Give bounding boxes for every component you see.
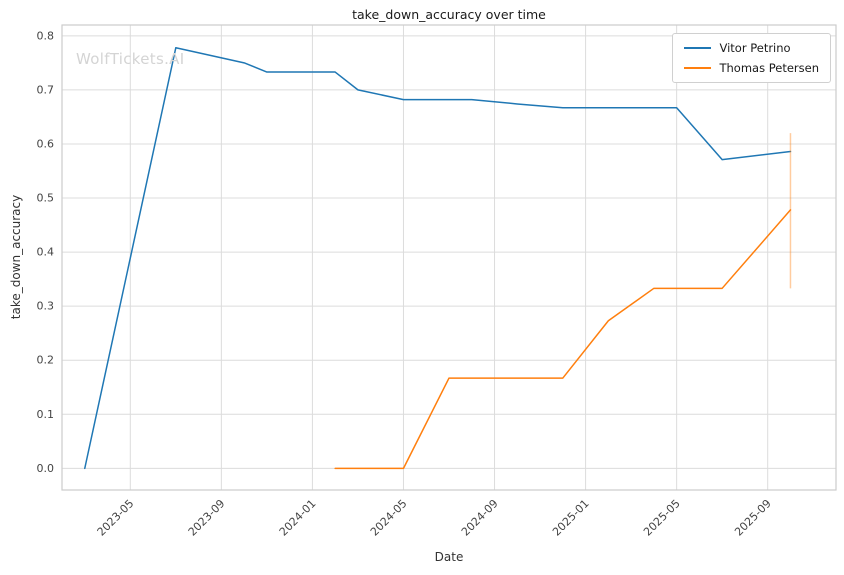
chart-title: take_down_accuracy over time: [352, 7, 546, 22]
x-tick-label: 2025-09: [732, 497, 774, 539]
y-tick-label: 0.1: [37, 408, 55, 421]
y-tick-label: 0.5: [37, 192, 55, 205]
x-tick-label: 2025-01: [550, 497, 592, 539]
y-tick-label: 0.8: [37, 29, 55, 42]
x-tick-label: 2025-05: [641, 497, 683, 539]
y-tick-label: 0.7: [37, 83, 55, 96]
legend-line-swatch: [684, 67, 712, 69]
series-line-thomas-petersen: [334, 209, 792, 470]
y-tick-label: 0.2: [37, 354, 55, 367]
x-tick-label: 2023-05: [95, 497, 137, 539]
y-axis-label: take_down_accuracy: [9, 194, 23, 320]
x-tick-label: 2023-09: [186, 497, 228, 539]
y-tick-label: 0.4: [37, 246, 55, 259]
legend: Vitor Petrino Thomas Petersen: [672, 33, 831, 83]
legend-label: Thomas Petersen: [719, 61, 819, 75]
legend-item-vitor-petrino: Vitor Petrino: [684, 41, 819, 55]
x-tick-label: 2024-09: [459, 497, 501, 539]
plot-border: [61, 24, 837, 491]
series-line-vitor-petrino: [84, 46, 792, 470]
x-axis-label: Date: [434, 550, 464, 564]
watermark: WolfTickets.AI: [76, 50, 185, 68]
legend-label: Vitor Petrino: [719, 41, 791, 55]
y-tick-label: 0.6: [37, 137, 55, 150]
y-tick-label: 0.3: [37, 300, 55, 313]
legend-line-swatch: [684, 47, 712, 49]
x-tick-label: 2024-05: [368, 497, 410, 539]
legend-item-thomas-petersen: Thomas Petersen: [684, 61, 819, 75]
x-tick-label: 2024-01: [277, 497, 319, 539]
y-tick-label: 0.0: [37, 462, 55, 475]
